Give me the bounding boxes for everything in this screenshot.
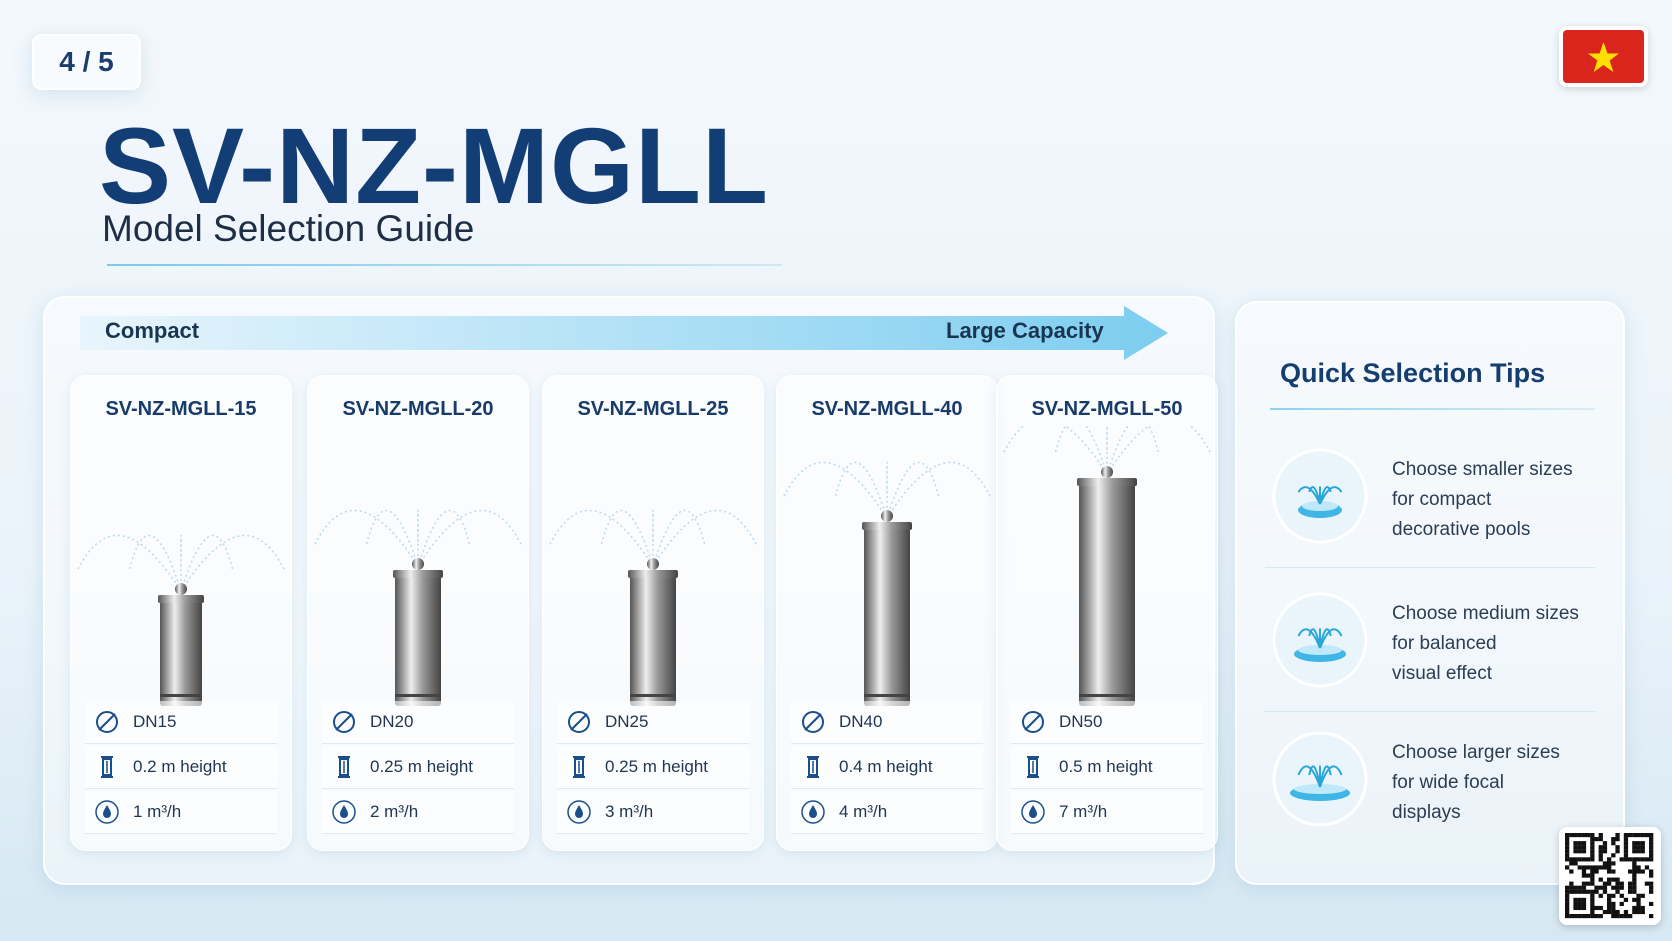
spec-icon [802, 711, 824, 733]
spec-row: DN15 [85, 701, 277, 744]
spec-icon [338, 756, 350, 778]
product-image [782, 461, 992, 706]
tip-icon [1272, 731, 1368, 827]
spec-value: DN25 [605, 712, 649, 731]
spec-value: 3 m³/h [605, 802, 654, 821]
tip-text: Choose larger sizes [1392, 742, 1560, 763]
product-image [548, 509, 758, 706]
page-indicator: 4 / 5 [32, 34, 141, 90]
product-name: SV-NZ-MGLL-40 [811, 398, 963, 420]
scale-start: Compact [105, 318, 200, 343]
spec-icon [95, 800, 119, 824]
tip-text: Choose smaller sizes [1392, 459, 1573, 480]
spec-row: DN40 [791, 701, 983, 744]
divider [107, 264, 782, 266]
tip-icon [1272, 592, 1368, 688]
spec-value: 4 m³/h [839, 802, 888, 821]
spec-row: 0.4 m height [791, 746, 983, 789]
tip-text: for balanced [1392, 633, 1497, 654]
spec-row: 0.5 m height [1011, 746, 1203, 789]
spec-value: 0.4 m height [839, 757, 933, 776]
tip-text: visual effect [1392, 663, 1492, 684]
product-name: SV-NZ-MGLL-50 [1031, 398, 1183, 420]
title: SV-NZ-MGLL [99, 105, 769, 226]
spec-row: 4 m³/h [791, 791, 983, 834]
flag-icon [1563, 30, 1644, 83]
spec-row: DN20 [322, 701, 514, 744]
spec-value: DN50 [1059, 712, 1103, 731]
product-card: SV-NZ-MGLL-15 DN15 0.2 m height 1 m³/h [70, 375, 292, 851]
product-card: SV-NZ-MGLL-40 DN40 0.4 m height 4 m³/h [776, 375, 998, 851]
product-card: SV-NZ-MGLL-25 DN25 0.25 m height 3 m³/h [542, 375, 764, 851]
spec-row: 7 m³/h [1011, 791, 1203, 834]
divider [1265, 711, 1595, 712]
scale-end: Large Capacity [946, 318, 1104, 343]
spec-row: 0.2 m height [85, 746, 277, 789]
spec-value: 0.5 m height [1059, 757, 1153, 776]
tip-text: Choose medium sizes [1392, 603, 1579, 624]
spec-icon [567, 800, 591, 824]
spec-icon [807, 756, 819, 778]
spec-value: 0.25 m height [370, 757, 474, 776]
spec-icon [333, 711, 355, 733]
product-name: SV-NZ-MGLL-20 [342, 398, 494, 420]
spec-row: 1 m³/h [85, 791, 277, 834]
spec-value: DN40 [839, 712, 883, 731]
spec-value: 7 m³/h [1059, 802, 1108, 821]
product-card: SV-NZ-MGLL-20 DN20 0.25 m height 2 m³/h [307, 375, 529, 851]
product-name: SV-NZ-MGLL-15 [105, 398, 257, 420]
tip-icon [1272, 448, 1368, 544]
product-image [1002, 426, 1212, 706]
product-image [313, 509, 523, 706]
spec-value: 1 m³/h [133, 802, 182, 821]
spec-icon [101, 756, 113, 778]
spec-value: DN15 [133, 712, 177, 731]
tip-text: for wide focal [1392, 772, 1504, 793]
capacity-arrow [80, 306, 1168, 360]
spec-row: 0.25 m height [322, 746, 514, 789]
spec-row: 3 m³/h [557, 791, 749, 834]
tips-title: Quick Selection Tips [1280, 358, 1546, 388]
spec-icon [801, 800, 825, 824]
tip-text: decorative pools [1392, 519, 1531, 540]
product-image [76, 534, 286, 706]
product-name: SV-NZ-MGLL-25 [577, 398, 729, 420]
subtitle: Model Selection Guide [102, 208, 475, 249]
spec-icon [96, 711, 118, 733]
spec-icon [332, 800, 356, 824]
tip-text: displays [1392, 802, 1461, 823]
product-card: SV-NZ-MGLL-50 DN50 0.5 m height 7 m³/h [996, 375, 1218, 851]
tip-text: for compact [1392, 489, 1492, 510]
spec-row: DN25 [557, 701, 749, 744]
divider [1265, 567, 1595, 568]
spec-value: 2 m³/h [370, 802, 419, 821]
spec-row: DN50 [1011, 701, 1203, 744]
divider [1270, 408, 1595, 410]
spec-icon [568, 711, 590, 733]
spec-icon [1021, 800, 1045, 824]
qr-pattern [1565, 833, 1654, 919]
spec-value: DN20 [370, 712, 414, 731]
spec-icon [573, 756, 585, 778]
spec-value: 0.25 m height [605, 757, 709, 776]
spec-row: 2 m³/h [322, 791, 514, 834]
qr-code [1559, 827, 1661, 925]
spec-row: 0.25 m height [557, 746, 749, 789]
spec-icon [1027, 756, 1039, 778]
spec-value: 0.2 m height [133, 757, 227, 776]
language-flag[interactable] [1559, 26, 1648, 87]
spec-icon [1022, 711, 1044, 733]
